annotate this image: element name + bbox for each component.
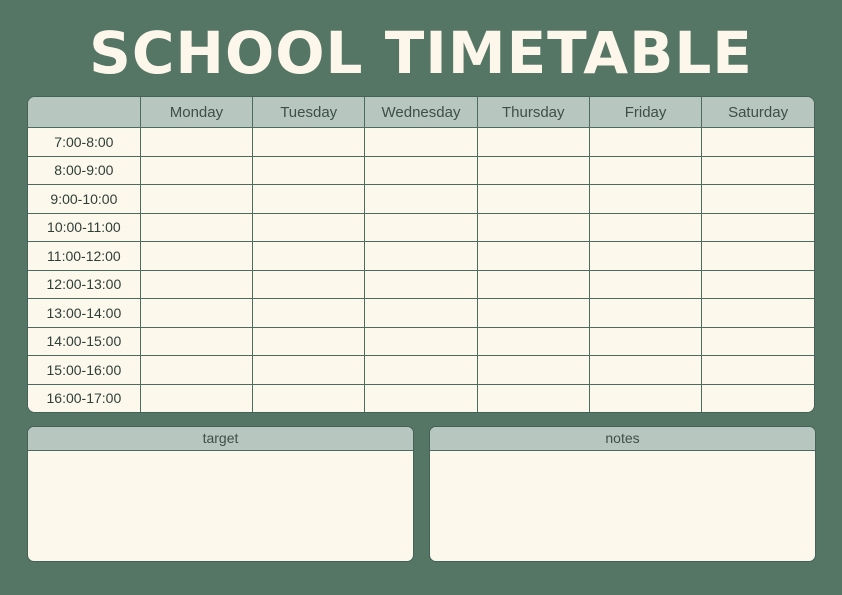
day-header-saturday: Saturday — [701, 97, 814, 128]
time-slot-label: 13:00-14:00 — [28, 298, 141, 328]
notes-panel[interactable]: notes — [429, 426, 816, 562]
day-header-thursday: Thursday — [476, 97, 590, 128]
cell-friday[interactable] — [588, 355, 703, 385]
time-slot-label: 14:00-15:00 — [28, 326, 141, 357]
cell-thursday[interactable] — [476, 184, 590, 214]
cell-thursday[interactable] — [476, 155, 590, 186]
cell-tuesday[interactable] — [252, 355, 366, 385]
cell-monday[interactable] — [139, 355, 254, 385]
cell-wednesday[interactable] — [364, 355, 478, 385]
cell-wednesday[interactable] — [364, 127, 478, 157]
cell-tuesday[interactable] — [252, 184, 366, 214]
cell-monday[interactable] — [139, 127, 254, 157]
table-row: 7:00-8:00 — [28, 127, 814, 157]
cell-monday[interactable] — [139, 212, 254, 243]
cell-friday[interactable] — [588, 127, 703, 157]
cell-friday[interactable] — [588, 383, 703, 412]
time-slot-label: 11:00-12:00 — [28, 241, 141, 271]
cell-friday[interactable] — [588, 155, 703, 186]
cell-thursday[interactable] — [476, 269, 590, 300]
cell-saturday[interactable] — [701, 355, 814, 385]
cell-saturday[interactable] — [701, 155, 814, 186]
cell-saturday[interactable] — [701, 298, 814, 328]
cell-saturday[interactable] — [701, 326, 814, 357]
table-row: 14:00-15:00 — [28, 326, 814, 357]
cell-tuesday[interactable] — [252, 155, 366, 186]
cell-saturday[interactable] — [701, 383, 814, 412]
cell-wednesday[interactable] — [364, 383, 478, 412]
cell-monday[interactable] — [139, 383, 254, 412]
cell-monday[interactable] — [139, 298, 254, 328]
table-row: 15:00-16:00 — [28, 355, 814, 385]
timetable: Monday Tuesday Wednesday Thursday Friday Satu… — [27, 96, 815, 413]
day-header-monday: Monday — [139, 97, 254, 128]
cell-tuesday[interactable] — [252, 212, 366, 243]
table-row: 16:00-17:00 — [28, 383, 814, 412]
cell-saturday[interactable] — [701, 184, 814, 214]
table-row: 10:00-11:00 — [28, 212, 814, 243]
time-slot-label: 7:00-8:00 — [28, 127, 141, 157]
time-slot-label: 12:00-13:00 — [28, 269, 141, 300]
cell-wednesday[interactable] — [364, 269, 478, 300]
cell-saturday[interactable] — [701, 127, 814, 157]
cell-wednesday[interactable] — [364, 155, 478, 186]
cell-friday[interactable] — [588, 269, 703, 300]
corner-cell — [28, 97, 141, 128]
cell-thursday[interactable] — [476, 326, 590, 357]
cell-friday[interactable] — [588, 241, 703, 271]
cell-thursday[interactable] — [476, 298, 590, 328]
cell-thursday[interactable] — [476, 355, 590, 385]
target-header: target — [28, 427, 413, 451]
cell-wednesday[interactable] — [364, 241, 478, 271]
cell-friday[interactable] — [588, 212, 703, 243]
table-row: 11:00-12:00 — [28, 241, 814, 271]
cell-saturday[interactable] — [701, 212, 814, 243]
cell-monday[interactable] — [139, 326, 254, 357]
table-row: 13:00-14:00 — [28, 298, 814, 328]
cell-wednesday[interactable] — [364, 212, 478, 243]
cell-tuesday[interactable] — [252, 298, 366, 328]
cell-thursday[interactable] — [476, 127, 590, 157]
cell-tuesday[interactable] — [252, 383, 366, 412]
cell-tuesday[interactable] — [252, 127, 366, 157]
cell-monday[interactable] — [139, 241, 254, 271]
cell-monday[interactable] — [139, 184, 254, 214]
time-slot-label: 15:00-16:00 — [28, 355, 141, 385]
header-row: Monday Tuesday Wednesday Thursday Friday Satu… — [28, 97, 814, 128]
cell-friday[interactable] — [588, 326, 703, 357]
cell-wednesday[interactable] — [364, 326, 478, 357]
cell-thursday[interactable] — [476, 212, 590, 243]
time-slot-label: 9:00-10:00 — [28, 184, 141, 214]
cell-tuesday[interactable] — [252, 326, 366, 357]
cell-wednesday[interactable] — [364, 298, 478, 328]
cell-tuesday[interactable] — [252, 241, 366, 271]
cell-saturday[interactable] — [701, 269, 814, 300]
table-row: 12:00-13:00 — [28, 269, 814, 300]
cell-wednesday[interactable] — [364, 184, 478, 214]
cell-thursday[interactable] — [476, 241, 590, 271]
time-slot-label: 10:00-11:00 — [28, 212, 141, 243]
page-title: SCHOOL TIMETABLE — [89, 19, 753, 87]
day-header-wednesday: Wednesday — [364, 97, 478, 128]
target-panel[interactable]: target — [27, 426, 414, 562]
cell-thursday[interactable] — [476, 383, 590, 412]
time-slot-label: 8:00-9:00 — [28, 155, 141, 186]
notes-header: notes — [430, 427, 815, 451]
cell-friday[interactable] — [588, 184, 703, 214]
table-row: 9:00-10:00 — [28, 184, 814, 214]
cell-monday[interactable] — [139, 155, 254, 186]
cell-saturday[interactable] — [701, 241, 814, 271]
time-slot-label: 16:00-17:00 — [28, 383, 141, 412]
cell-friday[interactable] — [588, 298, 703, 328]
day-header-tuesday: Tuesday — [252, 97, 366, 128]
day-header-friday: Friday — [588, 97, 703, 128]
table-row: 8:00-9:00 — [28, 155, 814, 186]
cell-monday[interactable] — [139, 269, 254, 300]
cell-tuesday[interactable] — [252, 269, 366, 300]
